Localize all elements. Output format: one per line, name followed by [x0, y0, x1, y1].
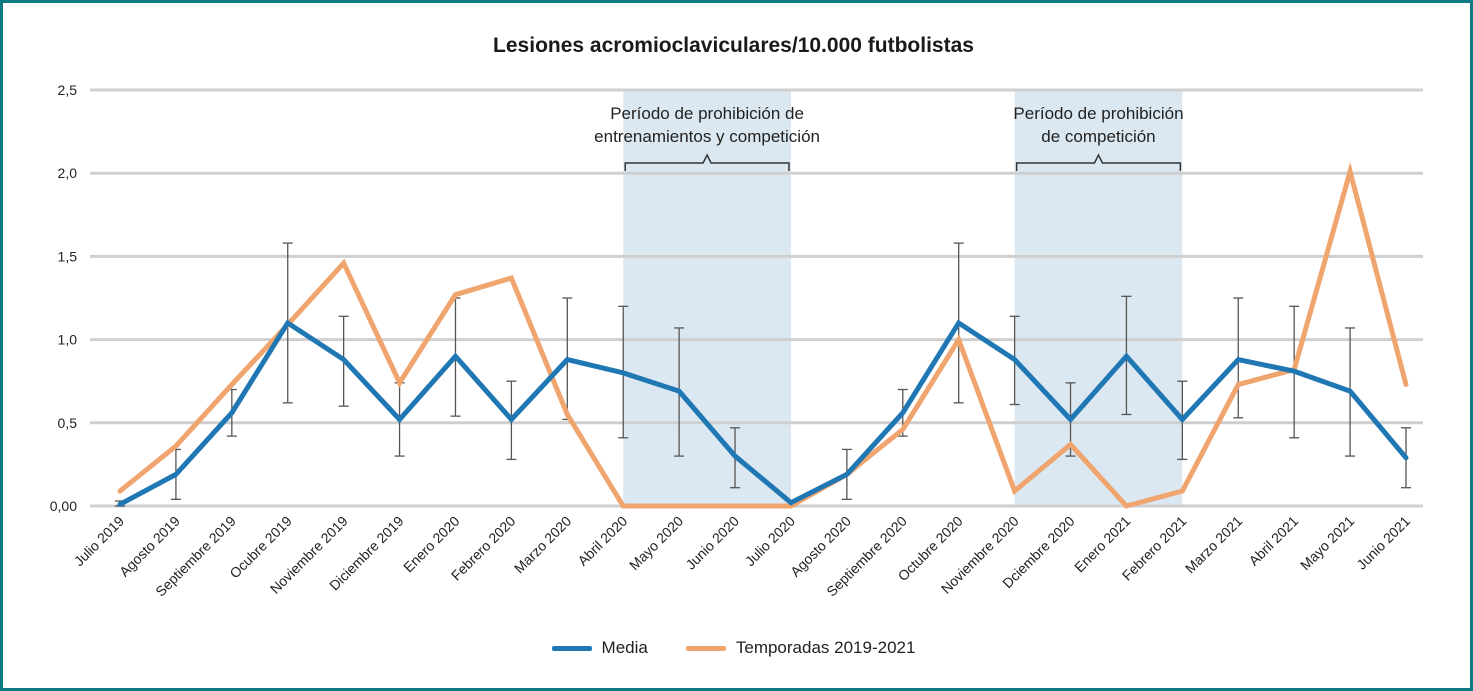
x-tick-label: Abril 2020: [574, 513, 630, 569]
x-tick-label: Julio 2020: [742, 513, 799, 570]
x-tick-label: Junio 2021: [1353, 513, 1413, 573]
y-tick-label: 1,5: [58, 248, 78, 264]
x-tick-label: Abril 2021: [1245, 513, 1301, 569]
legend-swatch-temporadas: [685, 645, 726, 651]
band-brace-1: [1015, 153, 1182, 171]
restriction-band-0: [623, 90, 791, 506]
band-label-0: Período de prohibición de: [610, 104, 804, 123]
band-brace-0: [624, 153, 790, 171]
x-tick-label: Julio 2019: [71, 513, 128, 570]
series-line-media: [117, 319, 1409, 507]
band-label-0: entrenamientos y competición: [594, 127, 820, 146]
x-tick-label: Junio 2020: [682, 513, 742, 573]
x-tick-label: Marzo 2020: [511, 513, 575, 577]
legend-item-media: Media: [551, 638, 648, 658]
x-tick-label: Mayo 2021: [1297, 513, 1357, 573]
chart-title: Lesiones acromioclaviculares/10.000 futb…: [493, 34, 974, 57]
x-tick-label: Marzo 2021: [1182, 513, 1246, 577]
restriction-band-1: [1014, 90, 1183, 506]
y-tick-label: 0,5: [58, 415, 78, 431]
band-label-1: Período de prohibición: [1013, 104, 1183, 123]
legend: Media Temporadas 2019-2021: [0, 638, 1467, 658]
y-tick-label: 2,5: [58, 82, 78, 98]
y-tick-label: 0,00: [50, 498, 77, 514]
legend-swatch-media: [551, 645, 592, 651]
band-label-1: de competición: [1041, 127, 1155, 146]
legend-label-temporadas: Temporadas 2019-2021: [735, 638, 916, 657]
x-tick-label: Mayo 2020: [626, 513, 686, 573]
y-tick-label: 1,0: [58, 332, 78, 348]
series-line-temporadas: [117, 162, 1409, 509]
y-tick-label: 2,0: [58, 165, 78, 181]
legend-item-temporadas: Temporadas 2019-2021: [685, 638, 916, 658]
legend-label-media: Media: [601, 638, 648, 657]
